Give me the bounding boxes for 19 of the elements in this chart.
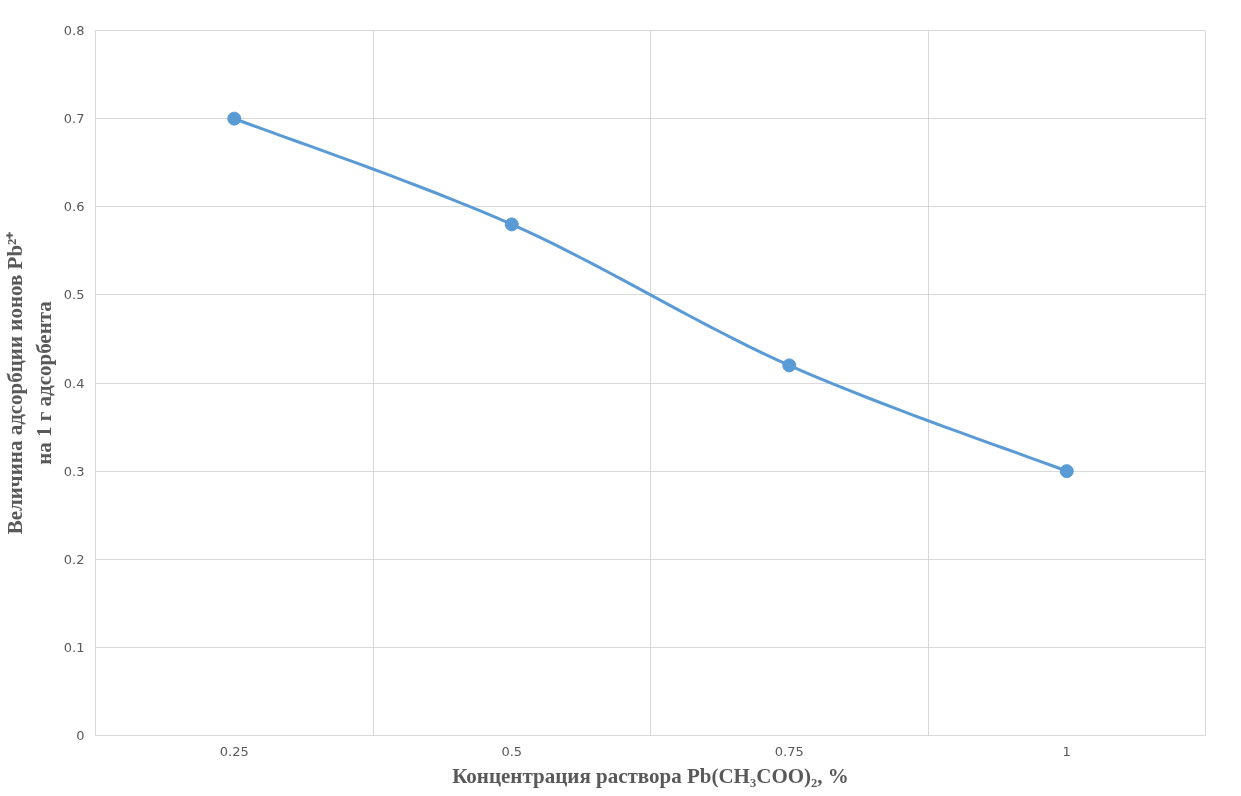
- y-tick-label: 0.4: [63, 375, 85, 391]
- x-tick-label: 1: [1062, 743, 1071, 759]
- y-tick-label: 0.5: [63, 287, 85, 303]
- y-tick-label: 0.1: [63, 639, 85, 655]
- x-tick-label: 0.5: [501, 743, 523, 759]
- y-tick-label: 0.8: [63, 23, 85, 38]
- point: [227, 111, 242, 126]
- y-tick-label: 0.2: [63, 551, 85, 567]
- point: [1059, 464, 1074, 479]
- x-axis-title: Концентрация раствора Pb(CH₃COO)₂, %: [452, 763, 849, 788]
- x-tick-label: 0.25: [219, 743, 249, 759]
- y-tick-label: 0: [76, 728, 85, 743]
- y-tick-label: 0.6: [63, 199, 85, 215]
- y-tick-label: 0.3: [63, 463, 85, 479]
- y-tick-label: 0.7: [63, 111, 85, 127]
- x-tick-label: 0.75: [774, 743, 804, 759]
- point: [782, 358, 797, 373]
- point: [504, 217, 519, 232]
- y-axis-title: Величина адсорбции ионов Pb²⁺ на 1 г адсорбента: [3, 231, 56, 535]
